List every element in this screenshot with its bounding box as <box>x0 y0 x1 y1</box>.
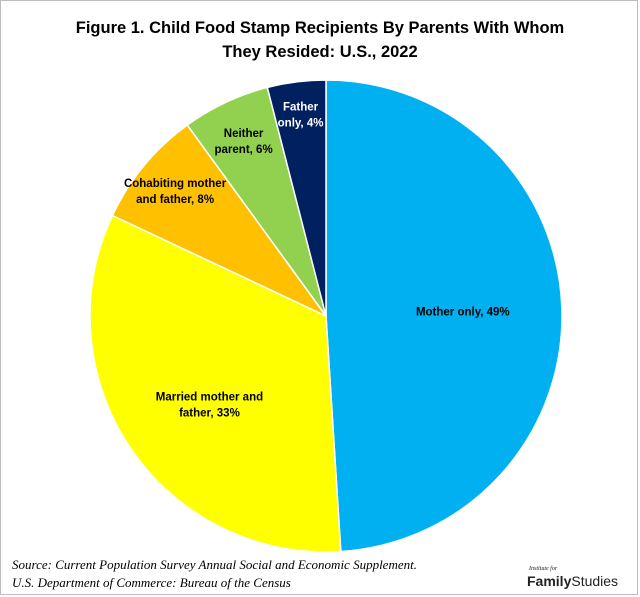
chart-title-line-1: Figure 1. Child Food Stamp Recipients By… <box>75 19 565 37</box>
pie-slice-father-only <box>266 79 327 317</box>
pie-label-line: Father <box>283 102 319 114</box>
pie-label-line: Neither <box>224 128 264 140</box>
pie-label-line: father, 33% <box>179 407 240 419</box>
pie-label-mother-only: Mother only, 49% <box>416 307 510 319</box>
source-line-2: U.S. Department of Commerce: Bureau of t… <box>12 575 291 590</box>
pie-slice-married-mother-and-father <box>89 214 342 553</box>
logo-institute-for: Institute for <box>529 566 558 572</box>
chart-title: Figure 1. Child Food Stamp Recipients By… <box>40 16 600 64</box>
pie-slice-cohabiting-mother-and-father <box>111 124 327 317</box>
pie-label-line: Cohabiting mother <box>124 178 227 190</box>
pie-label-line: parent, 6% <box>215 144 273 156</box>
pie-slice-mother-only <box>325 79 563 553</box>
pie-label-line: Married mother and <box>156 391 263 403</box>
pie-label-married-mother-and-father: Married mother and father, 33% <box>156 391 263 419</box>
pie-label-cohabiting-mother-and-father: Cohabiting mother and father, 8% <box>124 178 227 206</box>
pie-label-line: Mother only, 49% <box>416 307 510 319</box>
institute-logo: Institute for FamilyStudies <box>527 566 637 589</box>
source-note: Source: Current Population Survey Annual… <box>12 556 417 592</box>
pie-label-neither-parent: Neither parent, 6% <box>215 128 273 156</box>
logo-family: Family <box>527 573 572 589</box>
chart-title-line-2: They Resided: U.S., 2022 <box>222 43 418 61</box>
logo-studies: Studies <box>571 573 619 589</box>
pie-label-line: and father, 8% <box>136 194 214 206</box>
source-line-1: Source: Current Population Survey Annual… <box>12 557 417 572</box>
pie-label-line: only, 4% <box>278 118 324 130</box>
pie-label-father-only: Father only, 4% <box>278 102 324 130</box>
